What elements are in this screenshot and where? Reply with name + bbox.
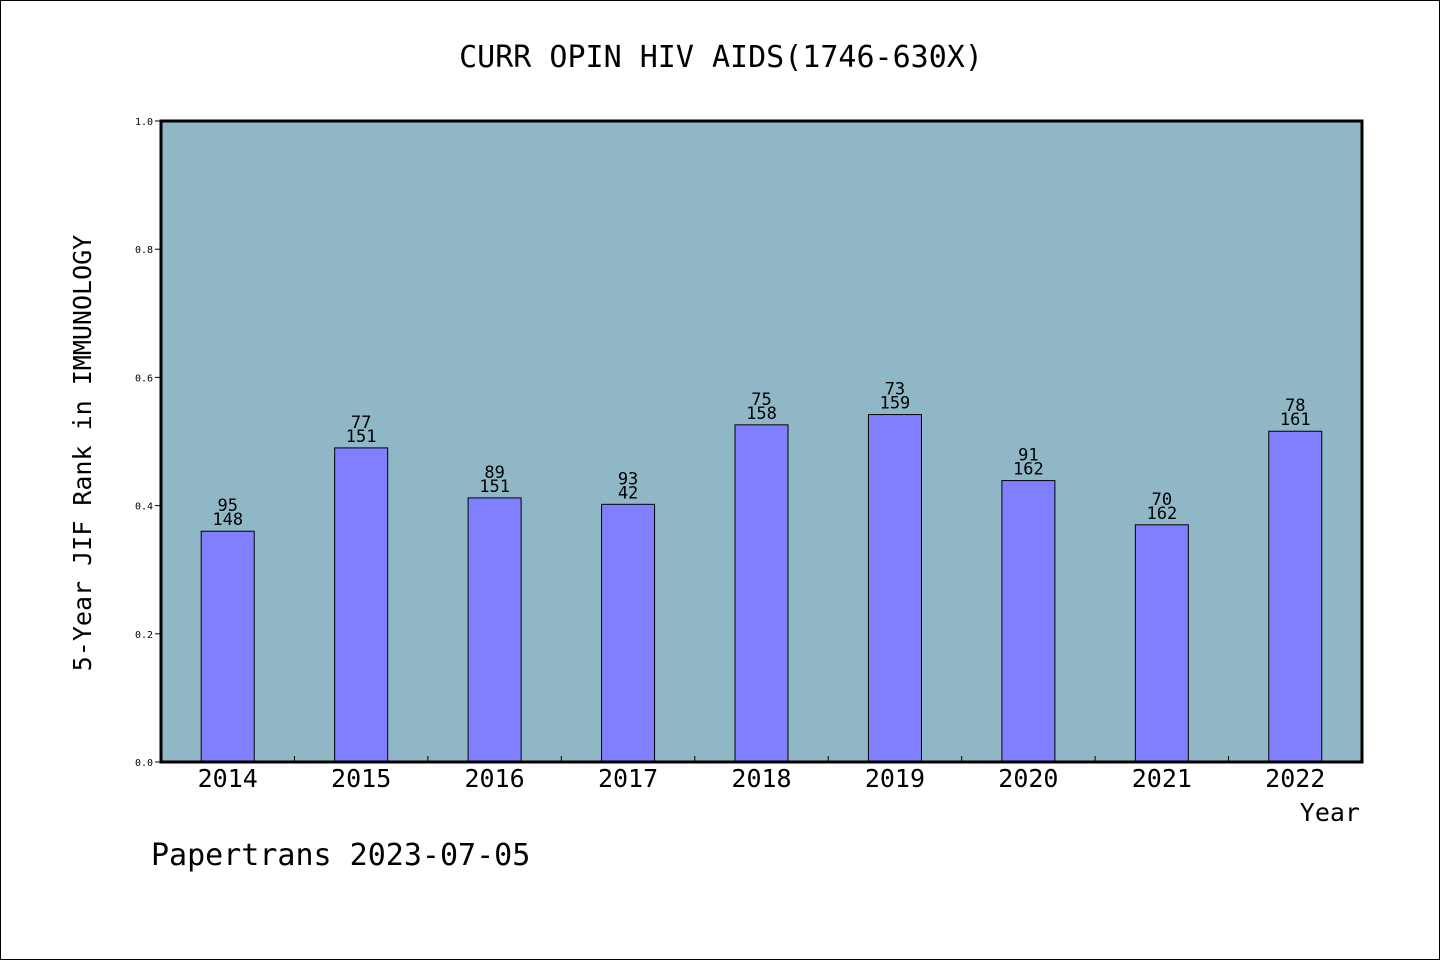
- bar: [1001, 480, 1056, 763]
- bar: [867, 414, 922, 763]
- y-tick-label: 0.4: [135, 502, 153, 513]
- y-axis-label: 5-Year JIF Rank in IMMUNOLOGY: [68, 235, 97, 672]
- x-tick-label: 2021: [1132, 764, 1192, 793]
- bar: [601, 503, 656, 763]
- bar-total-label: 159: [880, 394, 911, 414]
- bar-total-label: 162: [1013, 460, 1044, 480]
- bar-rank-label: 73: [885, 380, 905, 400]
- bar-rank-label: 78: [1285, 396, 1305, 416]
- plot-border: [159, 119, 1364, 764]
- bar: [467, 497, 522, 763]
- bar-total-label: 158: [746, 404, 777, 424]
- x-axis-label: Year: [1300, 798, 1360, 827]
- bar: [1268, 430, 1323, 763]
- y-axis: 0.0 0.2 0.4 0.6 0.8 1.0: [135, 117, 161, 769]
- bar: [200, 530, 255, 763]
- x-tick-label: 2022: [1265, 764, 1325, 793]
- bar-rank-label: 95: [217, 496, 237, 516]
- bar: [1134, 524, 1189, 763]
- bar-rank-label: 93: [618, 469, 638, 489]
- y-tick-label: 0.2: [135, 630, 153, 641]
- y-tick-label: 0.6: [135, 373, 153, 384]
- footer-text: Papertrans 2023-07-05: [151, 838, 530, 873]
- x-tick-label: 2020: [998, 764, 1058, 793]
- x-tick-label: 2016: [465, 764, 525, 793]
- y-tick-label: 1.0: [135, 117, 153, 128]
- x-tick-label: 2019: [865, 764, 925, 793]
- x-tick-label: 2017: [598, 764, 658, 793]
- x-axis: 2014 2015 2016 2017 2018 2019 2020 2021 2022: [198, 756, 1325, 793]
- bar-rank-label: 91: [1018, 446, 1038, 466]
- bar-rank-label: 77: [351, 413, 371, 433]
- bar-rank-label: 75: [751, 390, 771, 410]
- bar-total-label: 162: [1146, 504, 1177, 524]
- y-tick-label: 0.8: [135, 245, 153, 256]
- bar-rank-label: 89: [484, 463, 504, 483]
- y-tick-label: 0.0: [135, 758, 153, 769]
- chart-title: CURR OPIN HIV AIDS(1746-630X): [459, 40, 983, 75]
- bar-total-label: 148: [212, 510, 243, 530]
- x-tick-label: 2018: [731, 764, 791, 793]
- x-tick-label: 2015: [331, 764, 391, 793]
- bar-total-label: 161: [1280, 410, 1311, 430]
- bar: [334, 447, 389, 763]
- bar-rank-label: 70: [1152, 490, 1172, 510]
- bar-total-label: 151: [479, 477, 510, 497]
- bar-total-label: 42: [618, 483, 638, 503]
- bar-total-label: 151: [346, 427, 377, 447]
- bar: [734, 424, 789, 763]
- x-tick-label: 2014: [198, 764, 258, 793]
